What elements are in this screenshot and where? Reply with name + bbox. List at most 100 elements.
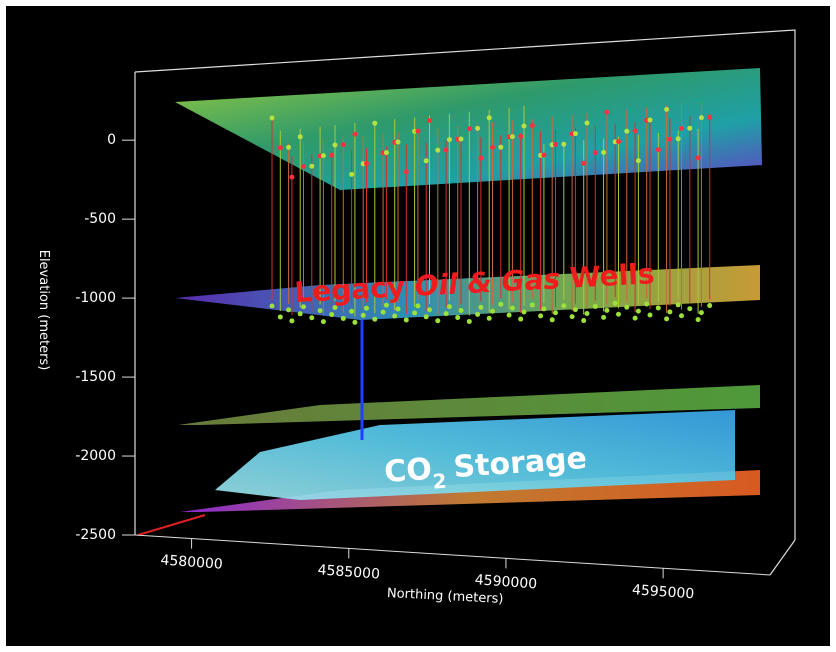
storage-label-part: CO <box>383 452 433 490</box>
well-head <box>270 116 275 121</box>
well-head <box>510 134 515 139</box>
well-bottom <box>699 310 704 315</box>
well-head <box>648 118 653 123</box>
well-head <box>459 137 464 142</box>
well-head <box>518 134 523 139</box>
well-head <box>676 136 681 141</box>
well-bottom <box>435 318 440 323</box>
well-head <box>687 126 692 131</box>
well-bottom <box>624 305 629 310</box>
well-head <box>444 147 449 152</box>
well-bottom <box>487 316 492 321</box>
well-bottom <box>561 303 566 308</box>
well-bottom <box>498 302 503 307</box>
well-bottom <box>616 312 621 317</box>
well-bottom <box>329 312 334 317</box>
well-bottom <box>455 315 460 320</box>
well-bottom <box>648 313 653 318</box>
well-bottom <box>570 314 575 319</box>
well-bottom <box>676 302 681 307</box>
well-head <box>601 150 606 155</box>
well-head <box>278 145 283 150</box>
well-bottom <box>467 319 472 324</box>
well-bottom <box>593 304 598 309</box>
well-bottom <box>478 305 483 310</box>
well-bottom <box>396 307 401 312</box>
well-bottom <box>318 308 323 313</box>
well-head <box>467 126 472 131</box>
well-head <box>329 153 334 158</box>
well-bottom <box>364 306 369 311</box>
well-bottom <box>392 314 397 319</box>
well-head <box>309 164 314 169</box>
well-bottom <box>667 309 672 314</box>
well-bottom <box>447 304 452 309</box>
well-bottom <box>309 315 314 320</box>
well-head <box>667 137 672 142</box>
well-head <box>424 158 429 163</box>
well-bottom <box>352 320 357 325</box>
well-bottom <box>636 309 641 314</box>
storage-label-part: 2 <box>432 469 448 494</box>
well-bottom <box>415 303 420 308</box>
well-head <box>553 142 558 147</box>
well-bottom <box>507 313 512 318</box>
well-head <box>633 128 638 133</box>
well-head <box>435 148 440 153</box>
well-bottom <box>550 317 555 322</box>
well-bottom <box>490 309 495 314</box>
y-tick-label: -1500 <box>75 369 116 385</box>
chart: Elevation (meters) Northing (meters) Leg… <box>0 0 836 652</box>
well-bottom <box>687 306 692 311</box>
well-head <box>530 123 535 128</box>
y-tick-label: 0 <box>107 132 116 148</box>
well-head <box>333 143 338 148</box>
well-head <box>696 155 701 160</box>
well-bottom <box>510 306 515 311</box>
well-bottom <box>604 308 609 313</box>
well-bottom <box>475 312 480 317</box>
well-head <box>561 142 566 147</box>
well-bottom <box>541 306 546 311</box>
well-bottom <box>321 319 326 324</box>
well-bottom <box>427 307 432 312</box>
well-bottom <box>298 311 303 316</box>
well-bottom <box>270 304 275 309</box>
well-bottom <box>289 318 294 323</box>
well-bottom <box>349 309 354 314</box>
well-bottom <box>412 310 417 315</box>
well-head <box>301 164 306 169</box>
well-bottom <box>361 313 366 318</box>
well-head <box>478 156 483 161</box>
well-head <box>541 153 546 158</box>
well-bottom <box>404 317 409 322</box>
well-bottom <box>459 308 464 313</box>
well-head <box>498 145 503 150</box>
y-tick-label: -2000 <box>75 448 116 464</box>
well-bottom <box>522 310 527 315</box>
well-head <box>404 169 409 174</box>
well-head <box>341 142 346 147</box>
well-bottom <box>444 311 449 316</box>
well-head <box>427 118 432 123</box>
well-head <box>487 115 492 120</box>
well-bottom <box>613 301 618 306</box>
well-head <box>656 147 661 152</box>
well-head <box>707 115 712 120</box>
well-head <box>352 132 357 137</box>
well-head <box>593 150 598 155</box>
well-bottom <box>341 316 346 321</box>
y-axis-title: Elevation (meters) <box>36 250 51 371</box>
well-bottom <box>518 317 523 322</box>
well-bottom <box>644 302 649 307</box>
well-head <box>396 140 401 145</box>
well-bottom <box>278 314 283 319</box>
well-head <box>624 129 629 134</box>
well-head <box>298 134 303 139</box>
well-head <box>664 107 669 112</box>
well-bottom <box>601 315 606 320</box>
wells-label-part: Legacy <box>294 270 406 309</box>
well-head <box>699 115 704 120</box>
well-head <box>349 172 354 177</box>
well-bottom <box>573 307 578 312</box>
